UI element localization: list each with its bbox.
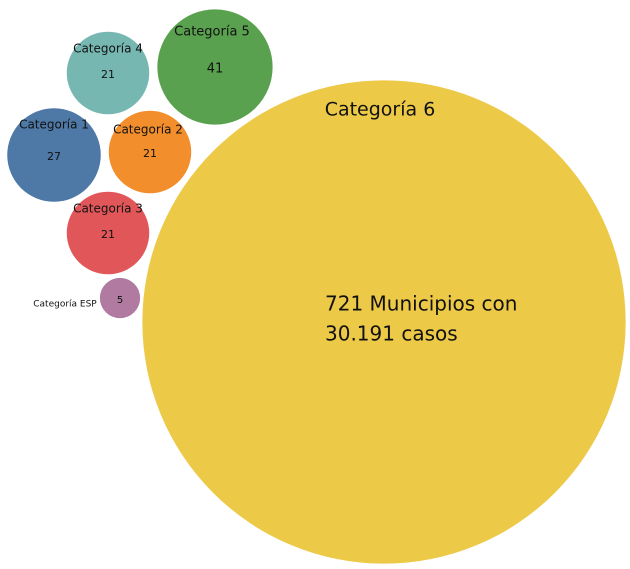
bubble-label: Categoría 5 [174,25,250,40]
value-label: 21 [143,147,157,160]
bubble [7,108,101,202]
value-label: 27 [47,150,61,163]
bubble-label: Categoría 1 [19,118,89,132]
value-label: 21 [101,228,115,241]
bubble-label: Categoría ESP [33,300,97,310]
value-label: 21 [101,68,115,81]
bubble-label: Categoría 2 [113,123,183,137]
bubble [99,277,141,319]
bubble [108,110,192,194]
bubble-label: Categoría 3 [73,202,143,216]
value-label: 5 [117,295,123,306]
bubble-label: Categoría 6 [325,99,436,121]
bubble-label: Categoría 4 [73,42,143,56]
bubble [66,31,150,115]
bubble [157,9,273,125]
annotation: 30.191 casos [325,322,458,346]
value-label: 721 Municipios con [325,292,517,316]
bubble [142,80,626,564]
value-label: 41 [207,62,224,77]
bubble [66,191,150,275]
